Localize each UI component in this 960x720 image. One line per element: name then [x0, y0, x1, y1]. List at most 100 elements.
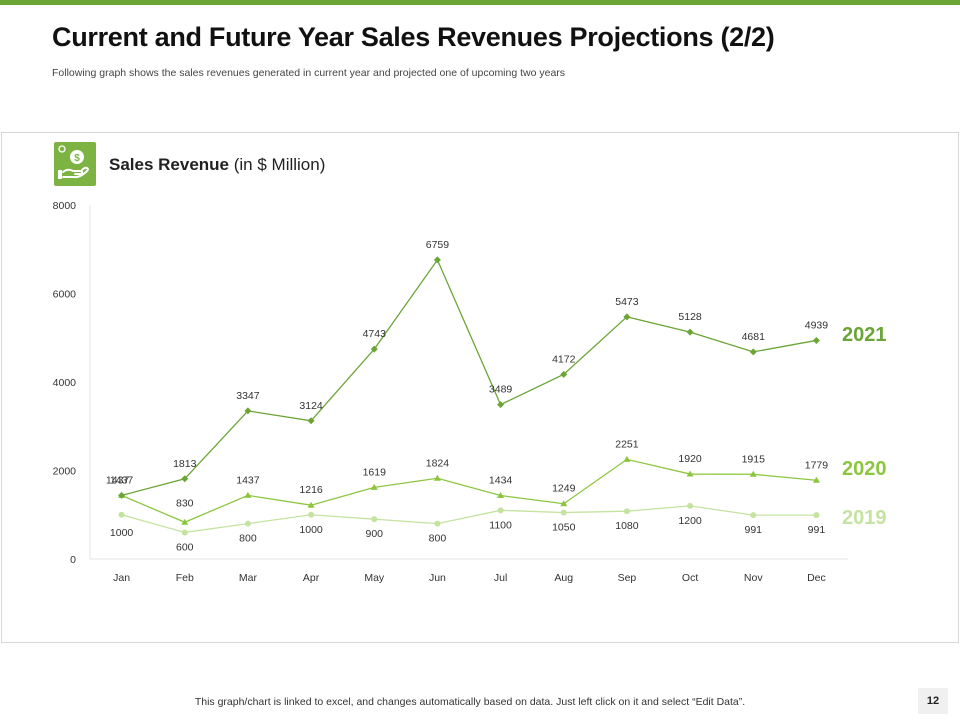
data-point-2019 — [308, 511, 315, 518]
data-point-2019 — [813, 512, 820, 519]
data-label-2019: 900 — [365, 528, 383, 540]
data-label-2020: 1824 — [426, 457, 450, 469]
data-point-2020 — [623, 455, 631, 462]
data-label-2020: 1437 — [236, 474, 260, 486]
data-point-2020 — [497, 492, 505, 499]
data-label-2019: 1080 — [615, 520, 639, 532]
data-point-2021 — [686, 328, 694, 336]
data-point-2019 — [244, 520, 251, 527]
legend-label-2019: 2019 — [842, 507, 887, 529]
data-point-2021 — [497, 401, 505, 409]
money-hand-icon: $ — [54, 142, 96, 186]
data-label-2019: 1050 — [552, 522, 576, 534]
data-point-2020 — [370, 483, 378, 490]
page-subtitle: Following graph shows the sales revenues… — [52, 67, 566, 79]
data-point-2019 — [118, 511, 125, 518]
data-point-2020 — [812, 476, 820, 483]
data-point-2019 — [560, 509, 567, 516]
data-label-2021: 6759 — [426, 239, 450, 251]
data-label-2019: 991 — [808, 524, 826, 536]
data-point-2020 — [560, 500, 568, 507]
data-point-2021 — [433, 256, 441, 264]
x-tick-label: Mar — [239, 572, 258, 584]
data-point-2020 — [307, 501, 315, 508]
data-label-2019: 991 — [744, 524, 762, 536]
top-accent-bar — [0, 0, 960, 5]
data-label-2020: 1437 — [110, 474, 134, 486]
data-label-2020: 1216 — [299, 484, 323, 496]
data-point-2019 — [687, 502, 694, 509]
data-label-2019: 800 — [239, 533, 257, 545]
data-label-2021: 4681 — [742, 331, 766, 343]
x-tick-label: Feb — [176, 572, 194, 584]
svg-text:$: $ — [74, 153, 80, 164]
data-label-2019: 1000 — [299, 524, 323, 536]
data-point-2019 — [750, 512, 757, 519]
x-tick-label: Jun — [429, 572, 446, 584]
data-label-2020: 1249 — [552, 483, 576, 495]
y-tick-label: 4000 — [53, 377, 77, 389]
data-point-2020 — [749, 470, 757, 477]
x-tick-label: Sep — [618, 572, 637, 584]
data-point-2021 — [244, 407, 252, 415]
series-line-2019 — [121, 505, 817, 534]
data-point-2019 — [623, 508, 630, 515]
chart-panel — [1, 132, 959, 643]
y-tick-label: 6000 — [53, 289, 77, 301]
y-tick-label: 0 — [70, 554, 76, 566]
data-label-2020: 1619 — [363, 466, 387, 478]
series-line-2021 — [121, 258, 817, 497]
data-label-2019: 1100 — [489, 519, 512, 531]
data-label-2021: 3489 — [489, 384, 513, 396]
chart-title-unit: (in $ Million) — [229, 155, 326, 174]
data-point-2020 — [181, 518, 189, 525]
x-tick-label: Nov — [744, 572, 763, 584]
data-label-2020: 1915 — [742, 453, 766, 465]
data-point-2020 — [686, 470, 694, 477]
page-title: Current and Future Year Sales Revenues P… — [52, 22, 775, 52]
data-label-2021: 1813 — [173, 458, 197, 470]
legend-label-2020: 2020 — [842, 458, 887, 480]
footer-note: This graph/chart is linked to excel, and… — [194, 696, 746, 708]
data-label-2020: 1920 — [678, 453, 702, 465]
data-label-2021: 3124 — [299, 400, 323, 412]
data-point-2019 — [434, 520, 441, 527]
data-label-2021: 1437 — [106, 474, 130, 486]
data-point-2019 — [181, 529, 188, 536]
chart-title-bold: Sales Revenue — [109, 155, 230, 174]
data-point-2021 — [307, 417, 315, 425]
data-label-2020: 1434 — [489, 475, 513, 487]
data-label-2019: 800 — [429, 533, 447, 545]
y-tick-label: 8000 — [53, 200, 77, 212]
data-point-2021 — [181, 475, 189, 483]
data-label-2021: 3347 — [236, 390, 260, 402]
data-label-2021: 5473 — [615, 296, 639, 308]
data-point-2021 — [749, 348, 757, 356]
x-tick-label: Oct — [682, 572, 698, 584]
data-label-2019: 1200 — [678, 515, 702, 527]
data-label-2021: 4743 — [363, 328, 387, 340]
data-label-2019: 1000 — [110, 527, 134, 539]
data-label-2020: 2251 — [615, 438, 639, 450]
data-point-2020 — [433, 474, 441, 481]
page-number: 12 — [918, 688, 948, 714]
data-point-2019 — [371, 516, 378, 523]
x-tick-label: Aug — [554, 572, 573, 584]
x-tick-label: Jul — [494, 572, 507, 584]
x-tick-label: Dec — [807, 572, 826, 584]
data-point-2021 — [118, 491, 126, 499]
data-label-2021: 5128 — [678, 311, 702, 323]
data-point-2021 — [623, 313, 631, 321]
y-tick-label: 2000 — [53, 466, 77, 478]
data-point-2021 — [370, 345, 378, 353]
data-point-2019 — [497, 507, 504, 514]
data-label-2020: 830 — [176, 497, 194, 509]
x-tick-label: May — [364, 572, 385, 584]
data-point-2021 — [812, 336, 820, 344]
series-line-2020 — [121, 458, 817, 523]
x-tick-label: Apr — [303, 572, 320, 584]
data-point-2021 — [560, 370, 568, 378]
data-label-2021: 4172 — [552, 353, 576, 365]
data-label-2019: 600 — [176, 541, 194, 553]
